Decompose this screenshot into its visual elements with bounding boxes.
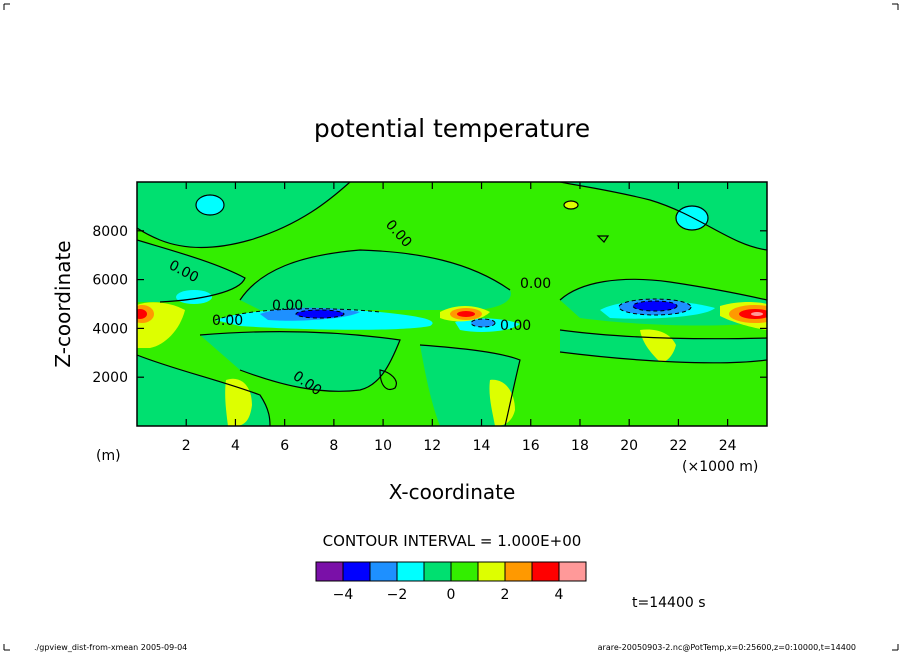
x-tick-label: 20 xyxy=(620,438,638,454)
y-tick-label: 2000 xyxy=(92,370,128,386)
legend-swatch xyxy=(450,561,479,582)
legend-tick-label: −2 xyxy=(387,587,408,603)
x-tick-label: 16 xyxy=(522,438,540,454)
chart-title: potential temperature xyxy=(314,114,590,143)
x-tick-label: 12 xyxy=(423,438,441,454)
plot-frame xyxy=(136,181,768,427)
contour-label: 0.00 xyxy=(212,313,243,329)
x-tick-label: 10 xyxy=(374,438,392,454)
y-tick-labels: 2000 4000 6000 8000 xyxy=(92,224,128,386)
legend-swatch xyxy=(423,561,452,582)
x-tick-labels: 2 4 6 8 10 12 14 16 18 20 22 24 xyxy=(182,438,737,454)
contour-label: 0.00 xyxy=(520,276,551,292)
legend-tick-label: 2 xyxy=(501,587,510,603)
legend-swatch xyxy=(396,561,425,582)
x-tick-label: 2 xyxy=(182,438,191,454)
legend-swatch xyxy=(558,561,587,582)
band-neg-mid xyxy=(240,250,511,310)
y-tick-label: 6000 xyxy=(92,273,128,289)
legend-swatch xyxy=(342,561,371,582)
contour-label: 0.00 xyxy=(272,298,303,314)
y-axis-unit: (m) xyxy=(96,448,121,464)
y-axis-label: Z-coordinate xyxy=(51,240,75,367)
x-axis-label: X-coordinate xyxy=(389,480,516,504)
cool-patch-upper-left xyxy=(196,195,224,215)
band-neg-lower xyxy=(200,331,400,392)
color-legend xyxy=(315,561,587,582)
plot-area: 0.00 0.00 0.00 0.00 0.00 0.00 0.00 xyxy=(136,181,768,427)
contour-lines-negative xyxy=(214,298,692,328)
contour-label: 0.00 xyxy=(500,318,531,334)
x-tick-label: 18 xyxy=(571,438,589,454)
footer-right: arare-20050903-2.nc@PotTemp,x=0:25600,z=… xyxy=(598,643,856,652)
cold-core-left xyxy=(296,310,344,318)
legend-swatch xyxy=(504,561,533,582)
time-label: t=14400 s xyxy=(632,595,706,611)
contour-interval: CONTOUR INTERVAL = 1.000E+00 xyxy=(323,532,582,550)
y-tick-label: 4000 xyxy=(92,321,128,337)
legend-tick-labels: −4 −2 0 2 4 xyxy=(333,587,564,603)
legend-tick-label: 0 xyxy=(447,587,456,603)
band-neg-left xyxy=(137,240,245,302)
y-tick-label: 8000 xyxy=(92,224,128,240)
cold-core-right xyxy=(633,301,677,311)
x-tick-label: 4 xyxy=(231,438,240,454)
warm-patch-top xyxy=(564,201,578,209)
legend-swatch xyxy=(477,561,506,582)
legend-tick-label: −4 xyxy=(333,587,354,603)
warm-core-left xyxy=(137,309,147,319)
legend-swatch xyxy=(369,561,398,582)
x-tick-label: 22 xyxy=(669,438,687,454)
legend-swatch xyxy=(315,561,344,582)
x-axis-unit: (×1000 m) xyxy=(682,459,758,475)
crop-marks xyxy=(3,3,899,651)
warm-core-right-inner xyxy=(751,312,763,316)
x-tick-label: 8 xyxy=(329,438,338,454)
legend-swatch xyxy=(531,561,560,582)
x-tick-label: 24 xyxy=(719,438,737,454)
contour-lines xyxy=(137,182,767,426)
footer-left: ./gpview_dist-from-xmean 2005-09-04 xyxy=(34,643,187,652)
cold-core-center xyxy=(471,319,495,327)
band-neg-upper xyxy=(137,182,350,248)
legend-tick-label: 4 xyxy=(555,587,564,603)
warm-core-center xyxy=(457,311,475,317)
warm-patch-bottom-center xyxy=(489,379,515,426)
warm-patch-bottom-left xyxy=(225,378,252,426)
x-tick-label: 6 xyxy=(280,438,289,454)
axis-ticks xyxy=(137,182,767,426)
x-tick-label: 14 xyxy=(473,438,491,454)
band-neg-top-right xyxy=(560,182,767,250)
